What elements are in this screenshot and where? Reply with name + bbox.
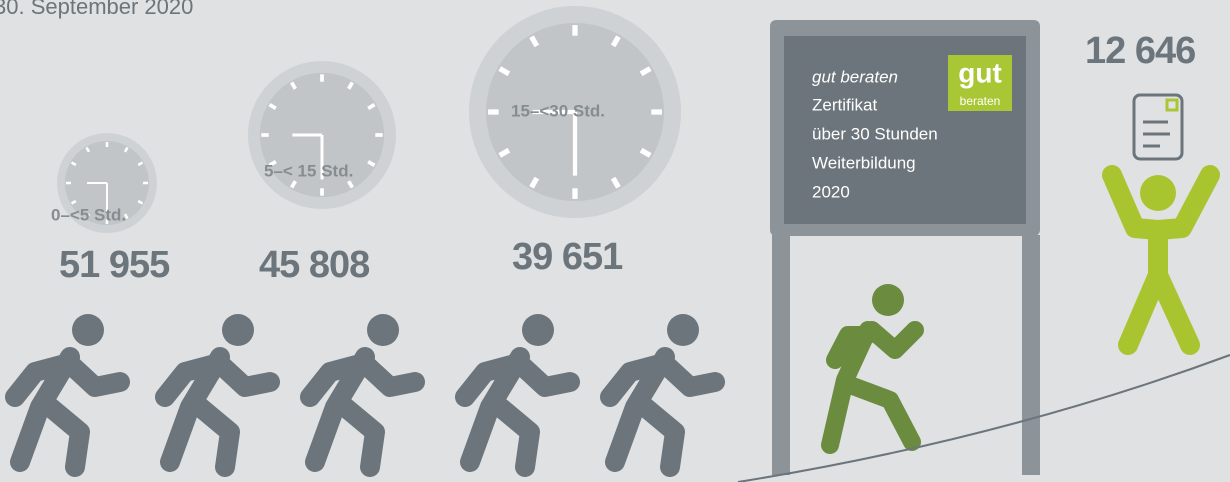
certified-count: 12 646 (1085, 30, 1195, 72)
logo-top: gut (958, 57, 1002, 88)
infographic: 30. September 2020 0–<5 Std. 5–< 15 Std.… (0, 0, 1230, 482)
group-label: 5–< 15 Std. (264, 161, 353, 180)
logo-bottom: beraten (960, 94, 1001, 108)
group-label: 15–<30 Std. (511, 101, 605, 120)
group-label: 0–<5 Std. (51, 205, 126, 224)
sign-text: Zertifikat (812, 95, 877, 114)
date: 30. September 2020 (0, 0, 193, 19)
sign-post (772, 235, 790, 475)
sign-text: 2020 (812, 182, 850, 201)
sign-text: gut beraten (812, 67, 898, 86)
group-count: 51 955 (59, 244, 170, 286)
group-count: 39 651 (512, 236, 623, 278)
sign-text: Weiterbildung (812, 153, 916, 172)
sign-text: über 30 Stunden (812, 124, 938, 143)
group-count: 45 808 (259, 244, 369, 286)
sign-post (1022, 235, 1040, 475)
